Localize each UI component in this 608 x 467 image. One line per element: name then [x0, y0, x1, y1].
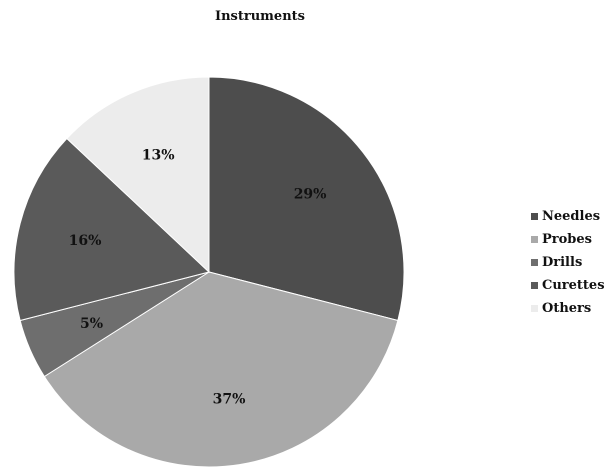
pie-slice-needles: [208, 76, 405, 322]
legend-item-needles: Needles: [531, 205, 605, 228]
legend-item-curettes: Curettes: [531, 274, 605, 297]
legend-label: Drills: [542, 255, 583, 270]
slice-label-others: 13%: [142, 148, 175, 164]
legend: Needles Probes Drills Curettes Others: [531, 205, 605, 320]
slice-label-curettes: 16%: [69, 233, 102, 249]
legend-label: Curettes: [542, 278, 605, 293]
legend-swatch: [531, 305, 538, 312]
legend-swatch: [531, 213, 538, 220]
legend-item-probes: Probes: [531, 228, 605, 251]
legend-swatch: [531, 282, 538, 289]
legend-swatch: [531, 259, 538, 266]
legend-label: Needles: [542, 209, 601, 224]
chart-title: Instruments: [215, 9, 305, 24]
legend-item-drills: Drills: [531, 251, 605, 274]
slice-label-probes: 37%: [213, 391, 246, 407]
legend-swatch: [531, 236, 538, 243]
pie-slices: [13, 76, 405, 467]
slice-label-drills: 5%: [80, 316, 103, 332]
pie-slice-curettes: [13, 137, 211, 322]
pie-slice-others: [66, 76, 210, 274]
legend-label: Others: [542, 301, 592, 316]
legend-label: Probes: [542, 232, 592, 247]
slice-labels: 29% 37% 5% 16% 13%: [69, 148, 327, 408]
legend-item-others: Others: [531, 297, 605, 320]
slice-label-needles: 29%: [294, 187, 327, 203]
